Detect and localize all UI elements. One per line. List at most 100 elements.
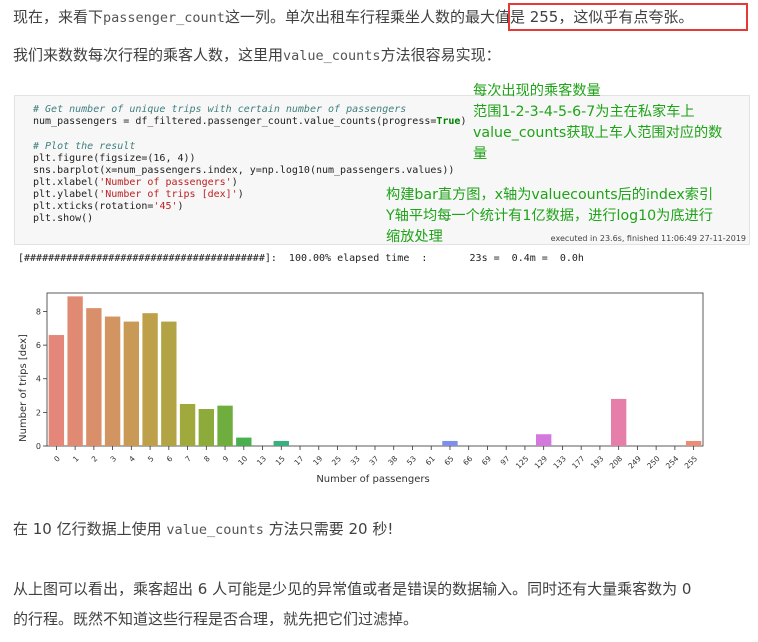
bar-2 — [86, 308, 102, 446]
annotation-line: 范围1-2-3-4-5-6-7为主在私家车上 — [473, 104, 695, 120]
x-tick-label: 10 — [236, 454, 249, 467]
progress-output: [#######################################… — [18, 253, 584, 264]
bar-15 — [273, 440, 289, 446]
code-line-2: num_passengers = df_filtered.passenger_c… — [33, 116, 467, 128]
annotation-line: 每次出现的乘客数量 — [473, 83, 601, 99]
outro-text-b: 方法只需要 20 秒! — [263, 520, 394, 538]
code-cell: # Get number of unique trips with certai… — [14, 95, 750, 245]
annotation-line: value_counts获取上车人范围对应的数 — [473, 125, 723, 141]
bar-65 — [442, 440, 458, 446]
code-line-7: plt.ylabel('Number of trips [dex]') — [33, 189, 244, 201]
intro-text-c: 我们来数数每次行程的乘客人数，这里用 — [13, 46, 284, 64]
x-tick-label: 2 — [90, 454, 100, 464]
x-axis-label: Number of passengers — [316, 474, 429, 485]
intro-text-d: 方法很容易实现： — [380, 46, 501, 64]
x-tick-label: 3 — [108, 454, 118, 464]
bar-6 — [161, 321, 177, 446]
bar-8 — [198, 409, 214, 446]
outro-paragraph-2: 从上图可以看出，乘客超出 6 人可能是少见的异常值或者是错误的数据输入。同时还有… — [13, 580, 692, 598]
x-tick-label: 65 — [442, 454, 455, 467]
code-line-3: # Plot the result — [33, 141, 135, 153]
bar-1 — [67, 296, 83, 446]
bar-3 — [104, 316, 121, 446]
code-line-8: plt.xticks(rotation='45') — [33, 201, 184, 213]
x-tick-label: 133 — [551, 454, 568, 471]
code-text: ) — [177, 201, 184, 212]
code-text: num_passengers = df_filtered.passenger_c… — [33, 116, 437, 127]
bar-129 — [536, 434, 552, 446]
inline-code-value-counts-2: value_counts — [166, 522, 264, 538]
x-tick-label: 0 — [52, 454, 62, 464]
x-tick-label: 19 — [311, 454, 324, 467]
intro-text-a: 现在，来看下 — [13, 8, 104, 26]
x-tick-label: 8 — [202, 454, 212, 464]
x-tick-label: 53 — [405, 454, 418, 467]
intro-paragraph-1: 现在，来看下passenger_count这一列。单次出租车行程乘坐人数的最大值… — [13, 6, 693, 29]
x-tick-label: 66 — [461, 454, 474, 467]
x-tick-label: 61 — [424, 454, 437, 467]
code-comment: # Get number of unique trips with certai… — [33, 104, 407, 115]
bar-10 — [236, 437, 252, 446]
y-axis-label: Number of trips [dex] — [18, 334, 29, 442]
x-tick-label: 38 — [386, 454, 399, 467]
annotation-line: 量 — [473, 146, 488, 162]
x-tick-label: 97 — [499, 454, 512, 467]
x-tick-label: 208 — [608, 454, 625, 471]
bar-4 — [123, 321, 140, 446]
x-tick-label: 250 — [645, 454, 662, 471]
inline-code-passenger-count: passenger_count — [103, 10, 225, 26]
annotation-line: Y轴平均每一个统计有1亿数据，进行log10为底进行 — [386, 208, 713, 224]
x-tick-label: 25 — [330, 454, 343, 467]
code-text: plt.ylabel( — [33, 189, 100, 200]
code-comment: # Plot the result — [33, 141, 136, 152]
code-line-9: plt.show() — [33, 213, 94, 224]
y-tick-label: 6 — [36, 341, 41, 350]
x-tick-label: 37 — [367, 454, 380, 467]
code-text: plt.xticks(rotation= — [33, 201, 154, 212]
x-tick-label: 6 — [165, 454, 175, 464]
code-text: ) — [460, 116, 467, 127]
code-text: ) — [231, 177, 238, 188]
outro-paragraph-3: 的行程。既然不知道这些行程是否合理，就先把它们过滤掉。 — [13, 610, 419, 628]
bar-0 — [48, 335, 65, 446]
code-line-6: plt.xlabel('Number of passengers') — [33, 177, 238, 189]
x-tick-label: 254 — [664, 454, 681, 471]
inline-code-value-counts: value_counts — [283, 48, 381, 64]
x-tick-label: 1 — [71, 454, 81, 464]
code-text: plt.xlabel( — [33, 177, 100, 188]
x-tick-label: 9 — [221, 454, 231, 464]
x-tick-label: 125 — [514, 454, 531, 471]
x-tick-label: 13 — [255, 454, 268, 467]
bar-5 — [142, 313, 158, 446]
intro-paragraph-2: 我们来数数每次行程的乘客人数，这里用value_counts方法很容易实现： — [13, 44, 501, 67]
x-tick-label: 177 — [570, 454, 587, 471]
x-tick-label: 69 — [480, 454, 493, 467]
code-keyword: True — [436, 116, 461, 127]
y-tick-label: 2 — [36, 408, 41, 417]
x-tick-label: 4 — [127, 454, 137, 464]
x-tick-label: 5 — [146, 454, 156, 464]
y-tick-label: 8 — [36, 307, 41, 316]
code-string: 'Number of trips [dex]' — [99, 189, 238, 200]
x-tick-label: 15 — [274, 454, 287, 467]
x-tick-label: 249 — [626, 454, 643, 471]
x-tick-label: 129 — [533, 454, 550, 471]
annotation-line: 构建bar直方图，x轴为valuecounts后的index索引 — [386, 187, 714, 203]
execution-info: executed in 23.6s, finished 11:06:49 27-… — [550, 234, 746, 243]
outro-paragraph-1: 在 10 亿行数据上使用 value_counts 方法只需要 20 秒! — [13, 518, 393, 541]
intro-highlight-text: 最大值是 255，这似乎有点夸张。 — [464, 8, 694, 26]
bar-9 — [217, 405, 233, 446]
annotation-line: 缩放处理 — [386, 229, 443, 245]
x-tick-label: 255 — [683, 454, 700, 471]
code-string: '45' — [153, 201, 178, 212]
code-line-5: sns.barplot(x=num_passengers.index, y=np… — [33, 165, 455, 176]
x-tick-label: 7 — [183, 454, 193, 464]
bar-7 — [179, 403, 196, 446]
y-tick-label: 4 — [36, 375, 41, 384]
intro-text-b: 这一列。单次出租车行程乘坐人数的 — [224, 8, 465, 26]
code-string: 'Number of passengers' — [99, 177, 232, 188]
red-highlight-box — [508, 3, 748, 31]
y-tick-label: 0 — [36, 442, 41, 451]
